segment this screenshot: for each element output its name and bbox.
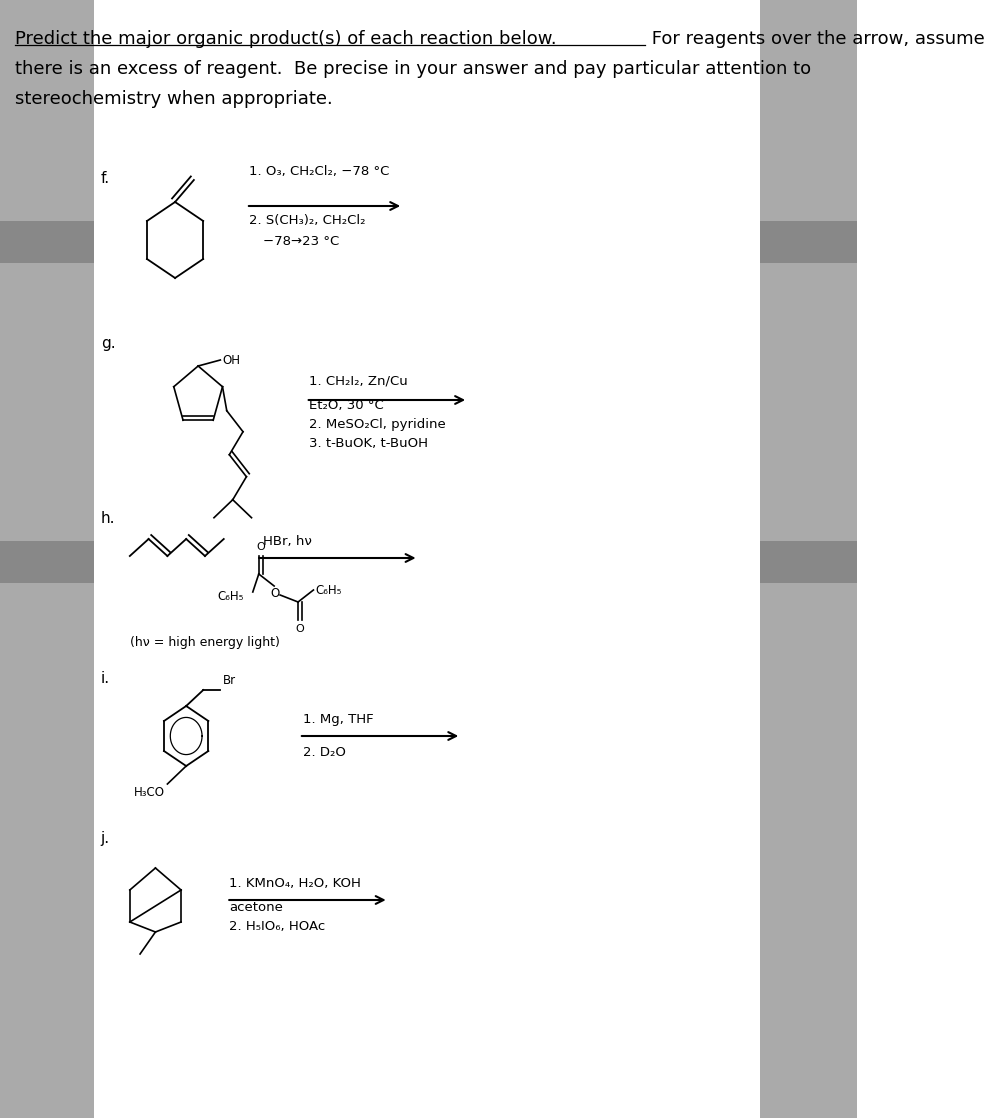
- Bar: [759, 221, 857, 263]
- Bar: [0, 0, 94, 1118]
- Bar: [0, 221, 94, 263]
- Bar: [759, 0, 857, 1118]
- Bar: [759, 541, 857, 582]
- Text: g.: g.: [100, 337, 115, 351]
- Text: O: O: [270, 587, 280, 600]
- Text: acetone: acetone: [229, 901, 283, 915]
- Text: j.: j.: [100, 831, 109, 846]
- Text: OH: OH: [222, 353, 240, 367]
- Text: Predict the major organic product(s) of each reaction below.: Predict the major organic product(s) of …: [15, 30, 557, 48]
- Text: there is an excess of reagent.  Be precise in your answer and pay particular att: there is an excess of reagent. Be precis…: [15, 60, 810, 78]
- Text: 2. D₂O: 2. D₂O: [303, 746, 346, 759]
- Text: Et₂O, 30 °C: Et₂O, 30 °C: [309, 399, 383, 413]
- Text: O: O: [256, 542, 265, 552]
- Text: −78→23 °C: −78→23 °C: [263, 235, 339, 248]
- Text: h.: h.: [100, 511, 115, 525]
- Text: O: O: [295, 624, 304, 634]
- Text: i.: i.: [100, 671, 109, 686]
- Bar: [0, 541, 94, 582]
- Text: H₃CO: H₃CO: [133, 786, 164, 799]
- Text: 1. Mg, THF: 1. Mg, THF: [303, 713, 373, 726]
- Text: 2. H₅IO₆, HOAc: 2. H₅IO₆, HOAc: [229, 920, 325, 934]
- Text: C₆H₅: C₆H₅: [218, 589, 244, 603]
- Text: 3. t-BuOK, t-BuOH: 3. t-BuOK, t-BuOH: [309, 437, 427, 451]
- Text: For reagents over the arrow, assume: For reagents over the arrow, assume: [645, 30, 983, 48]
- Text: 1. CH₂I₂, Zn/Cu: 1. CH₂I₂, Zn/Cu: [309, 375, 407, 388]
- Text: C₆H₅: C₆H₅: [315, 584, 341, 597]
- Text: 1. KMnO₄, H₂O, KOH: 1. KMnO₄, H₂O, KOH: [229, 877, 360, 890]
- Text: Br: Br: [223, 674, 236, 686]
- Text: stereochemistry when appropriate.: stereochemistry when appropriate.: [15, 91, 333, 108]
- Text: 2. S(CH₃)₂, CH₂Cl₂: 2. S(CH₃)₂, CH₂Cl₂: [249, 214, 365, 227]
- Text: 2. MeSO₂Cl, pyridine: 2. MeSO₂Cl, pyridine: [309, 418, 445, 432]
- Text: 1. O₃, CH₂Cl₂, −78 °C: 1. O₃, CH₂Cl₂, −78 °C: [249, 165, 389, 178]
- Text: (hν = high energy light): (hν = high energy light): [129, 636, 280, 650]
- Text: HBr, hν: HBr, hν: [263, 536, 312, 548]
- Text: f.: f.: [100, 171, 109, 186]
